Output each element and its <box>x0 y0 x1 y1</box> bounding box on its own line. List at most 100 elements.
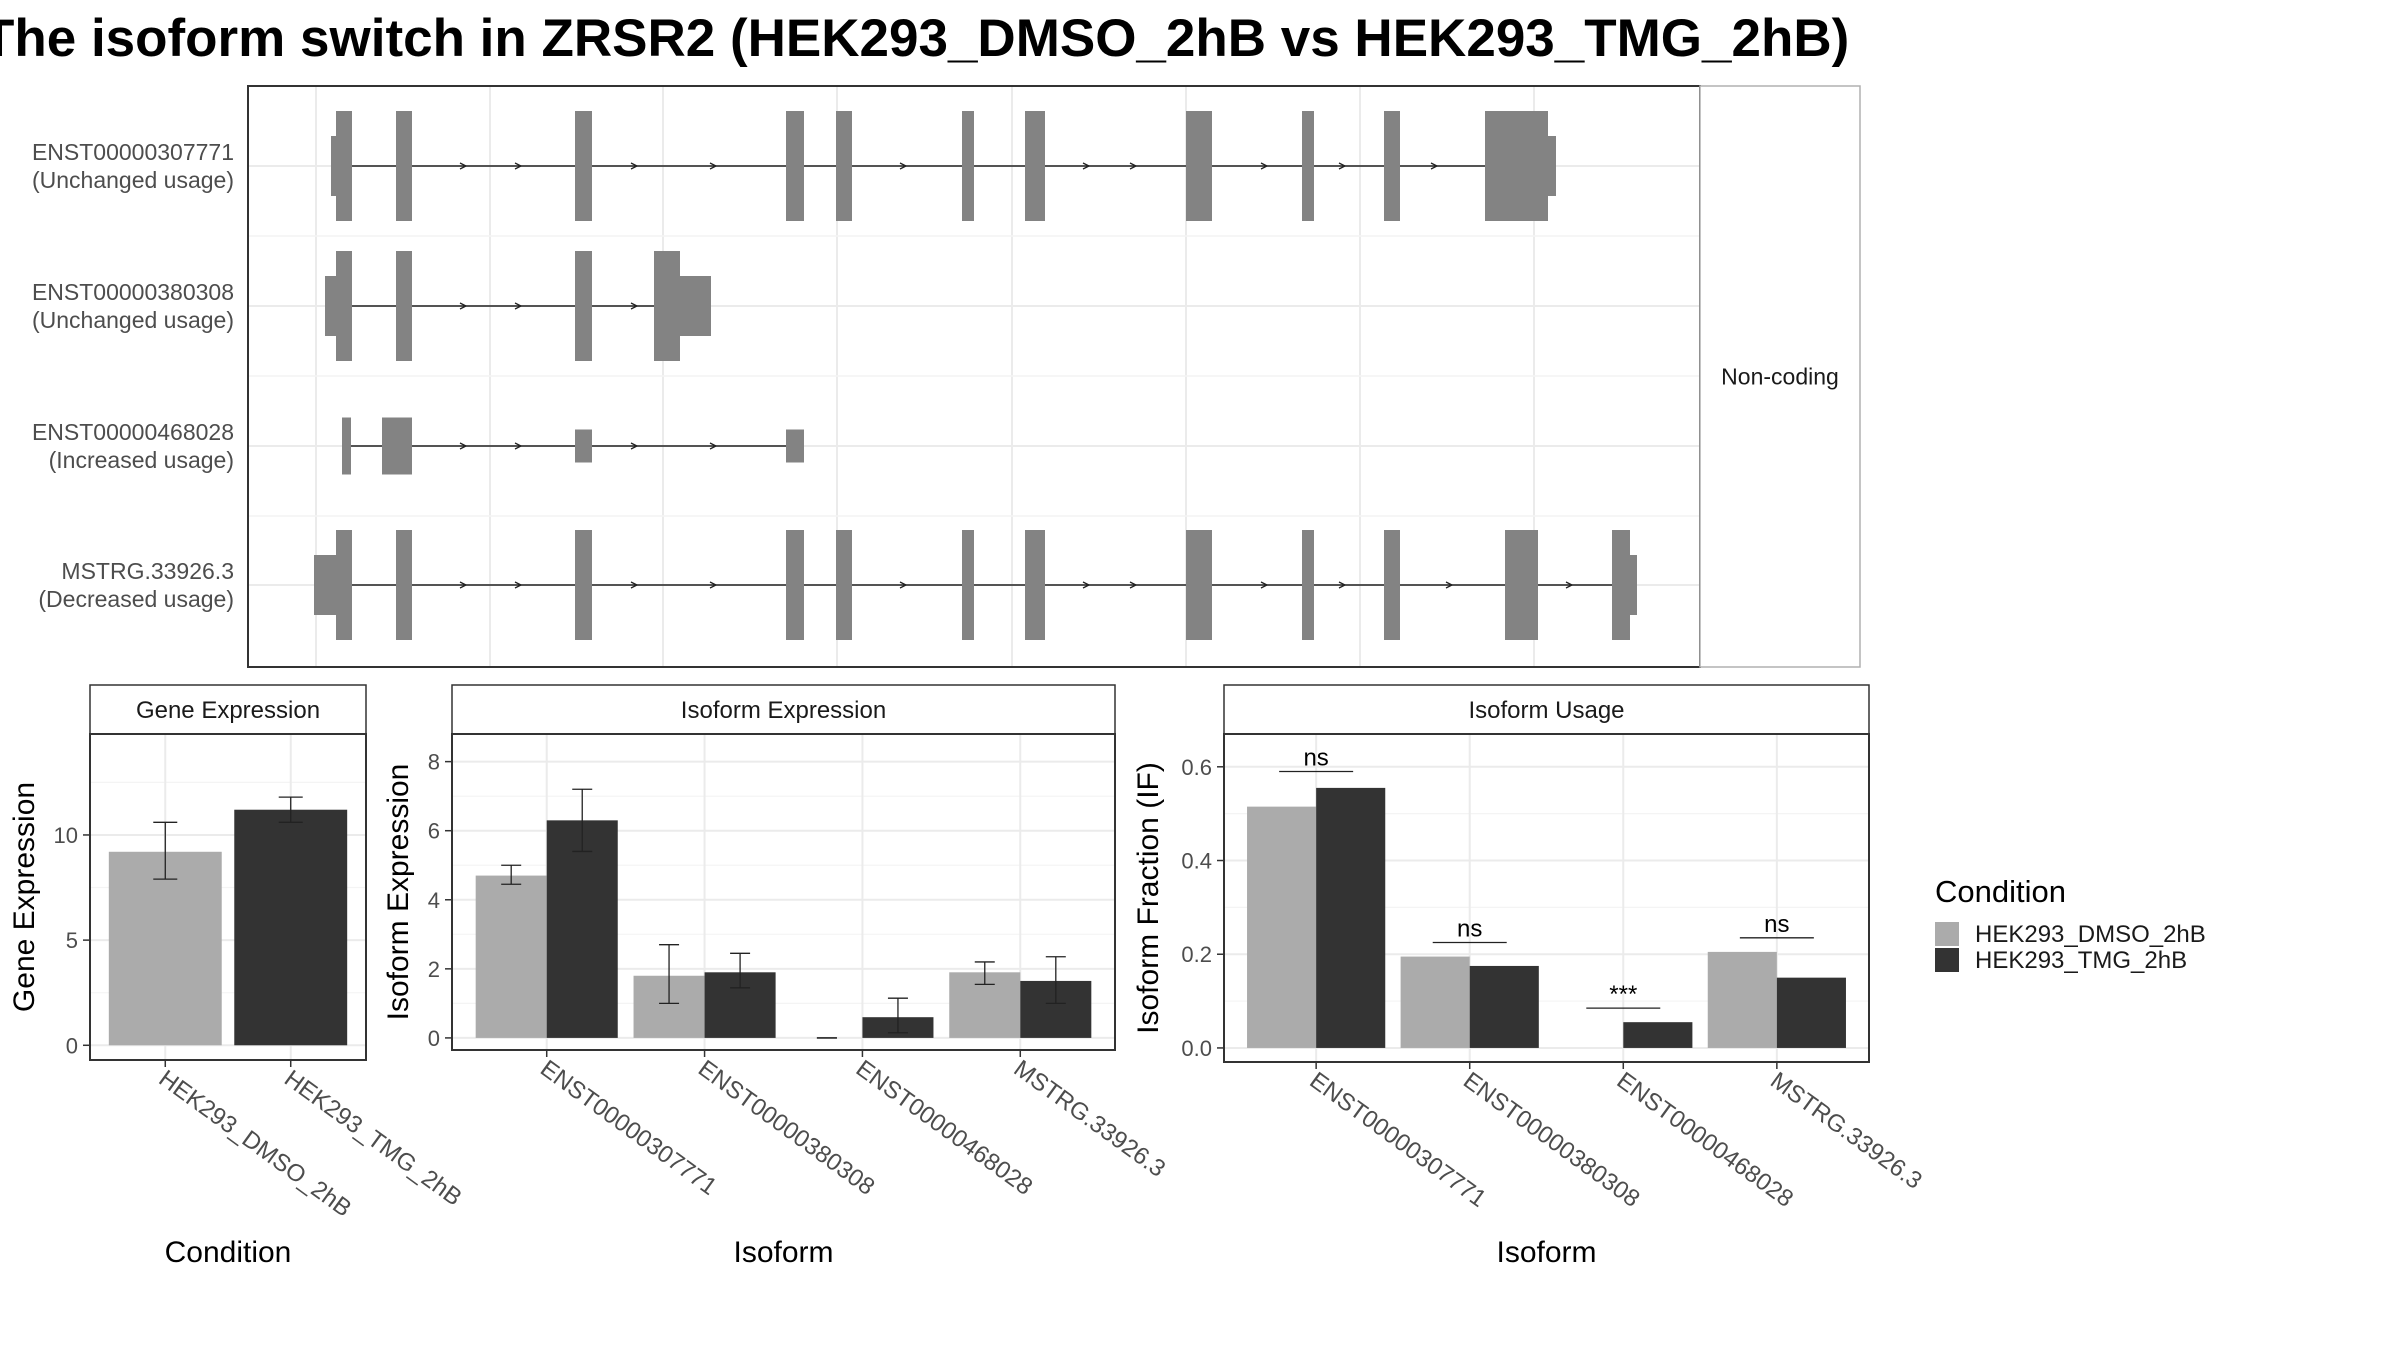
y-tick-label: 10 <box>54 823 78 848</box>
x-axis-title: Isoform <box>733 1236 833 1269</box>
panel-border <box>89 733 367 1061</box>
exon-block <box>396 251 412 361</box>
y-tick-label: 8 <box>428 750 440 775</box>
legend-swatch <box>1935 948 1959 972</box>
panel-border <box>451 733 1116 1051</box>
intron-direction-arrow <box>899 162 908 170</box>
panel-2: Isoform Expression02468ENST00000307771EN… <box>382 684 1171 1269</box>
panel-title: Isoform Expression <box>681 697 886 724</box>
legend-title: Condition <box>1935 874 2066 909</box>
intron-direction-arrow <box>1338 581 1347 589</box>
bar <box>475 875 547 1038</box>
intron-direction-arrow <box>709 162 718 170</box>
coding-strip-label: Non-coding <box>1721 364 1839 390</box>
transcript-id-label: MSTRG.33926.3 <box>61 558 234 584</box>
panel-strip <box>89 684 367 735</box>
transcript-id-label: ENST00000468028 <box>32 419 234 445</box>
intron-direction-arrow <box>1082 162 1091 170</box>
exon-block <box>654 251 680 361</box>
transcript-usage-label: (Unchanged usage) <box>32 167 234 193</box>
exon-block <box>962 530 974 640</box>
bar <box>108 851 222 1046</box>
exon-block <box>1302 530 1314 640</box>
figure-title: The isoform switch in ZRSR2 (HEK293_DMSO… <box>0 9 1849 68</box>
intron-direction-arrow <box>1082 581 1091 589</box>
bar <box>546 820 618 1038</box>
intron-direction-arrow <box>709 581 718 589</box>
intron-direction-arrow <box>514 162 523 170</box>
transcript-usage-label: (Decreased usage) <box>38 586 234 612</box>
intron-direction-arrow <box>899 581 908 589</box>
intron-direction-arrow <box>459 162 468 170</box>
legend-label: HEK293_TMG_2hB <box>1975 947 2187 974</box>
exon-block <box>382 417 412 475</box>
intron-direction-arrow <box>1129 162 1138 170</box>
y-axis-title: Gene Expression <box>8 782 41 1012</box>
intron-direction-arrow <box>514 302 523 310</box>
exon-block <box>1025 111 1045 221</box>
bar <box>1400 956 1470 1048</box>
panel-strip <box>451 684 1116 735</box>
y-tick-label: 0.2 <box>1181 942 1212 967</box>
x-tick-label: MSTRG.33926.3 <box>1009 1055 1171 1183</box>
exon-block <box>331 136 336 196</box>
exon-block <box>575 251 592 361</box>
exon-block <box>962 111 974 221</box>
exon-block <box>1505 530 1538 640</box>
transcript-usage-label: (Unchanged usage) <box>32 307 234 333</box>
y-tick-label: 0.4 <box>1181 849 1212 874</box>
intron-direction-arrow <box>459 442 468 450</box>
transcript-id-label: ENST00000380308 <box>32 279 234 305</box>
exon-block <box>836 530 852 640</box>
intron-direction-arrow <box>514 581 523 589</box>
intron-direction-arrow <box>1338 162 1347 170</box>
exon-block <box>575 530 592 640</box>
exon-block <box>336 530 352 640</box>
legend-swatch <box>1935 922 1959 946</box>
bar <box>1469 965 1539 1048</box>
exon-block <box>1485 111 1548 221</box>
significance-label: ns <box>1303 744 1328 771</box>
intron-direction-arrow <box>1565 581 1574 589</box>
significance-label: ns <box>1457 916 1482 943</box>
bar <box>1707 951 1777 1048</box>
intron-direction-arrow <box>1260 162 1269 170</box>
intron-direction-arrow <box>709 442 718 450</box>
exon-block <box>396 111 412 221</box>
exon-block <box>314 555 336 615</box>
exon-block <box>575 111 592 221</box>
intron-direction-arrow <box>1260 581 1269 589</box>
exon-block <box>325 276 336 336</box>
panel-title: Gene Expression <box>136 697 320 724</box>
intron-direction-arrow <box>1430 162 1439 170</box>
coding-strip <box>1699 85 1861 668</box>
intron-direction-arrow <box>1129 581 1138 589</box>
exon-block <box>1302 111 1314 221</box>
intron-direction-arrow <box>630 162 639 170</box>
intron-direction-arrow <box>459 581 468 589</box>
intron-direction-arrow <box>1445 581 1454 589</box>
panel-title: Isoform Usage <box>1468 697 1624 724</box>
exon-block <box>396 530 412 640</box>
exon-block <box>1384 111 1400 221</box>
exon-block <box>1384 530 1400 640</box>
y-tick-label: 0.6 <box>1181 755 1212 780</box>
exon-block <box>1548 136 1556 196</box>
panel-border <box>1223 733 1870 1063</box>
exon-block <box>786 111 804 221</box>
exon-block <box>342 417 351 475</box>
exon-block <box>1186 530 1212 640</box>
intron-direction-arrow <box>514 442 523 450</box>
bar <box>1316 787 1386 1048</box>
y-tick-label: 4 <box>428 888 440 913</box>
y-tick-label: 5 <box>66 928 78 953</box>
exon-block <box>836 111 852 221</box>
exon-block <box>1186 111 1212 221</box>
bar <box>234 809 348 1046</box>
bar-chart-panels: Gene Expression0510HEK293_DMSO_2hBHEK293… <box>8 684 1927 1269</box>
intron-direction-arrow <box>630 302 639 310</box>
legend-label: HEK293_DMSO_2hB <box>1975 921 2206 948</box>
significance-label: *** <box>1609 981 1637 1008</box>
